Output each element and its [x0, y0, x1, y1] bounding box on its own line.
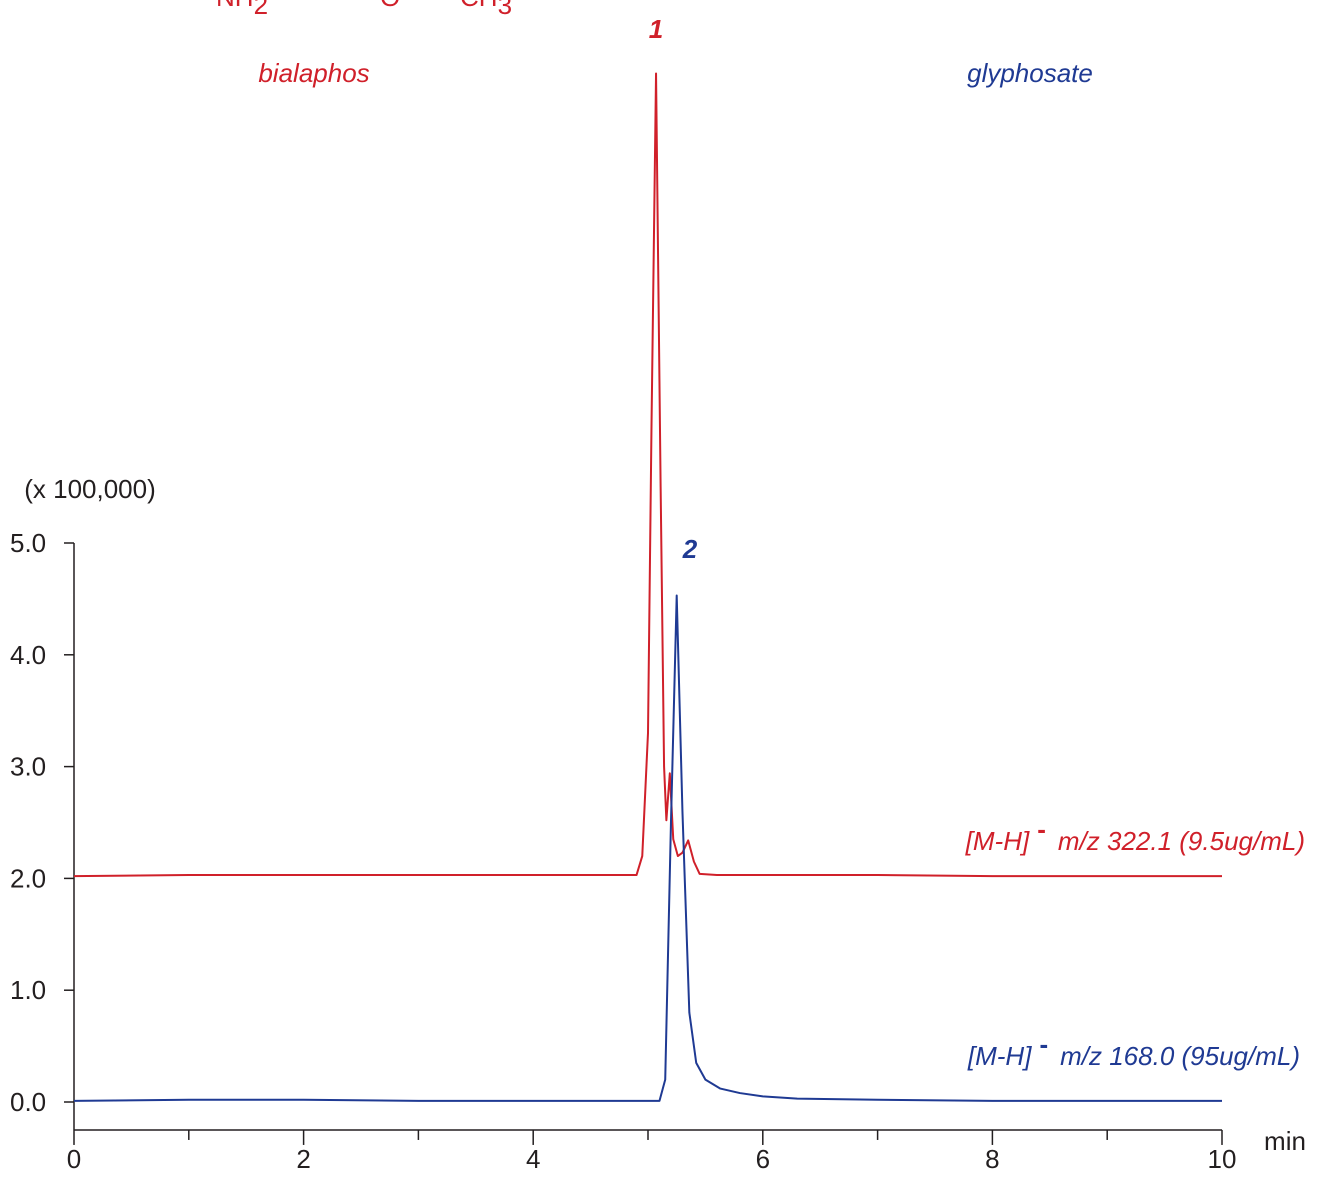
- trace-prefix: [M-H]: [965, 826, 1030, 856]
- y-tick-label: 1.0: [10, 975, 46, 1005]
- structure-fragment: O: [380, 0, 400, 12]
- trace-prefix: [M-H]: [967, 1041, 1032, 1071]
- structure-fragment: CH3: [460, 0, 512, 20]
- peak-label: 2: [682, 534, 698, 564]
- structure-fragment: NH2: [216, 0, 268, 20]
- compound-name: bialaphos: [258, 58, 369, 88]
- fragment-text: O: [380, 0, 400, 12]
- trace-superscript: -: [1039, 1029, 1048, 1059]
- y-tick-label: 0.0: [10, 1087, 46, 1117]
- trace-label: [M-H] - m/z 322.1 (9.5ug/mL): [965, 814, 1305, 856]
- fragment-subscript: 3: [498, 0, 512, 20]
- y-tick-label: 3.0: [10, 752, 46, 782]
- trace-superscript: -: [1037, 814, 1046, 844]
- x-tick-label: 0: [67, 1144, 81, 1174]
- x-tick-label: 4: [526, 1144, 540, 1174]
- x-tick-label: 6: [756, 1144, 770, 1174]
- fragment-text: CH: [460, 0, 498, 12]
- trace-line: [73, 594, 1222, 1102]
- x-tick-label: 8: [985, 1144, 999, 1174]
- trace-suffix: m/z 322.1 (9.5ug/mL): [1058, 826, 1305, 856]
- x-tick-label: 2: [296, 1144, 310, 1174]
- compound-name: glyphosate: [967, 58, 1093, 88]
- trace-label: [M-H] - m/z 168.0 (95ug/mL): [967, 1029, 1300, 1071]
- fragment-subscript: 2: [254, 0, 268, 20]
- trace-suffix: m/z 168.0 (95ug/mL): [1060, 1041, 1300, 1071]
- x-unit-label: min: [1264, 1126, 1306, 1156]
- x-tick-label: 10: [1208, 1144, 1237, 1174]
- y-tick-label: 4.0: [10, 640, 46, 670]
- y-tick-label: 5.0: [10, 528, 46, 558]
- y-unit-label: (x 100,000): [24, 474, 156, 504]
- y-tick-label: 2.0: [10, 863, 46, 893]
- fragment-text: NH: [216, 0, 254, 12]
- peak-label: 1: [649, 14, 663, 44]
- trace-line: [73, 72, 1222, 878]
